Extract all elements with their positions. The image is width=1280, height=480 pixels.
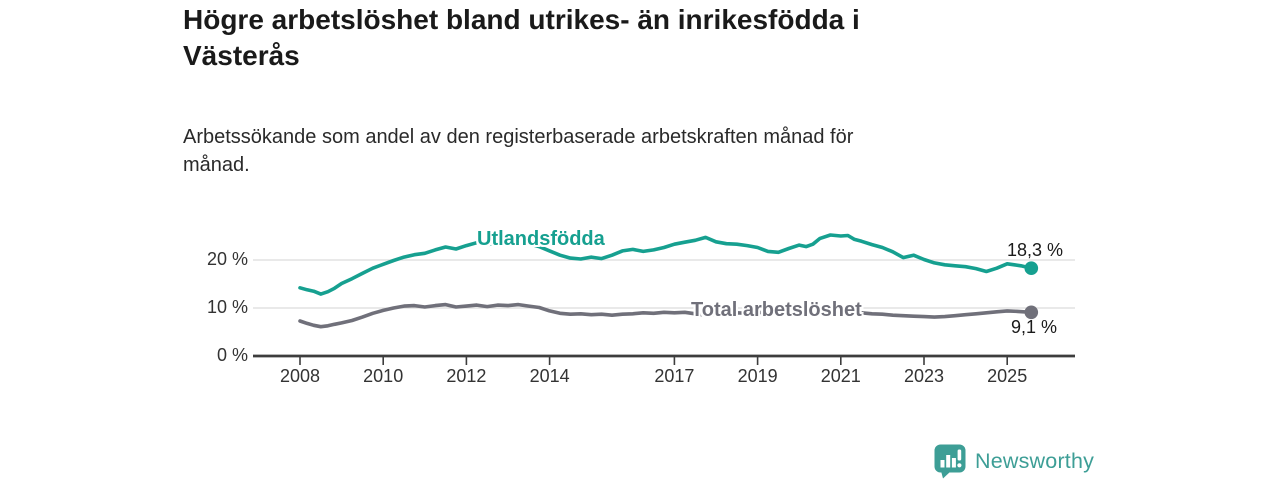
- end-value-label-utlandsfodda: 18,3 %: [1007, 240, 1064, 260]
- x-tick-label-2008: 2008: [279, 366, 321, 386]
- end-value-label-total: 9,1 %: [1011, 317, 1058, 337]
- newsworthy-chart-bubble-icon: [934, 444, 966, 479]
- x-tick-label-2021: 2021: [820, 366, 861, 386]
- series-end-dot-utlandsfodda: [1024, 261, 1039, 276]
- series-label-total: Total arbetslöshet: [691, 299, 862, 321]
- x-tick-label-2025: 2025: [987, 366, 1028, 386]
- series-line-total: [298, 302, 1034, 329]
- x-tick-label-2017: 2017: [654, 366, 695, 386]
- y-tick-label-0: 0 %: [216, 345, 248, 365]
- newsworthy-logo: Newsworthy: [934, 444, 1094, 479]
- series-line-utlandsfodda: [298, 233, 1034, 296]
- x-tick-label-2012: 2012: [446, 366, 487, 386]
- chart-title: Högre arbetslöshet bland utrikes- än inr…: [183, 4, 860, 72]
- series-label-utlandsfodda: Utlandsfödda: [477, 228, 605, 250]
- x-tick-label-2010: 2010: [363, 366, 404, 386]
- series-end-dot-total: [1024, 305, 1039, 320]
- y-tick-label-20: 20 %: [206, 249, 248, 269]
- x-tick-label-2023: 2023: [903, 366, 945, 386]
- y-tick-label-10: 10 %: [206, 297, 248, 317]
- x-tick-label-2019: 2019: [737, 366, 778, 386]
- x-tick-label-2014: 2014: [529, 366, 570, 386]
- newsworthy-logo-text: Newsworthy: [975, 449, 1095, 473]
- chart-subtitle: Arbetssökande som andel av den registerb…: [183, 126, 854, 176]
